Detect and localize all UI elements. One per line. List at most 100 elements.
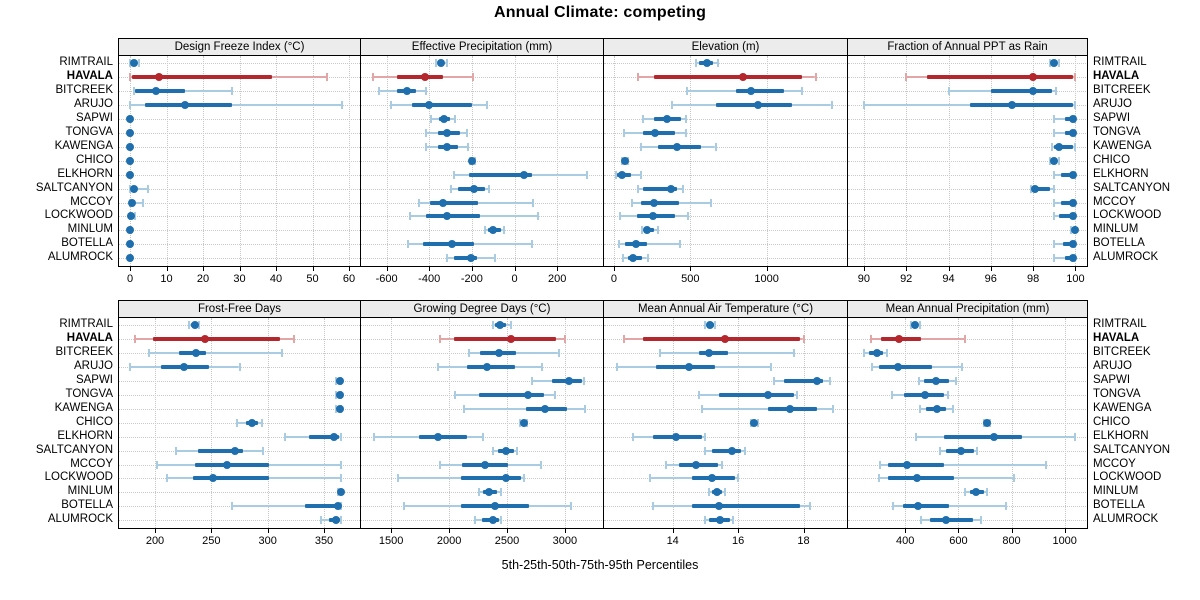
- whisker-cap: [681, 184, 684, 193]
- plot-area: [119, 56, 360, 268]
- axis-tick-mark: [203, 267, 204, 271]
- site-label-left-botella: BOTELLA: [61, 237, 113, 250]
- axis-tick-label: 2500: [494, 535, 520, 547]
- site-label-left-botella: BOTELLA: [61, 499, 113, 512]
- row-gridline: [119, 202, 360, 204]
- median-dot: [126, 128, 134, 137]
- axis-tick-mark: [155, 529, 156, 533]
- iqr-bar-25-75: [412, 102, 472, 107]
- site-label-left-rimtrail: RIMTRAIL: [59, 56, 113, 68]
- whisker-cap: [697, 390, 700, 399]
- iqr-bar-25-75: [698, 350, 729, 355]
- whisker-5-95: [893, 505, 1007, 508]
- iqr-bar-25-75: [1033, 186, 1050, 191]
- median-dot: [1054, 142, 1063, 151]
- whisker-cap: [704, 432, 707, 441]
- axis-tick-label: 2000: [436, 535, 462, 547]
- whisker-cap: [1074, 142, 1077, 151]
- whisker-cap: [586, 170, 589, 179]
- whisker-cap: [485, 100, 488, 109]
- whisker-cap: [292, 334, 295, 343]
- median-dot: [706, 321, 715, 329]
- whisker-cap: [236, 418, 239, 427]
- whisker-cap: [863, 348, 865, 357]
- whisker-cap: [636, 184, 639, 193]
- whisker-cap: [339, 516, 342, 525]
- vertical-gridline: [166, 56, 168, 268]
- row-gridline: [361, 325, 602, 326]
- whisker-cap: [187, 321, 190, 329]
- whisker-cap: [436, 362, 439, 371]
- iqr-bar-25-75: [990, 88, 1053, 93]
- row-gridline: [848, 422, 1086, 424]
- whisker-cap: [499, 516, 502, 525]
- whisker-cap: [371, 72, 374, 81]
- whisker-cap: [340, 100, 343, 109]
- whisker-cap: [515, 446, 518, 455]
- plot-area: [604, 318, 847, 530]
- axis-tick-label: 0: [511, 273, 518, 285]
- whisker-cap: [541, 362, 544, 371]
- iqr-bar-25-75: [397, 74, 444, 79]
- row-gridline: [848, 230, 1086, 232]
- row-gridline: [604, 464, 846, 466]
- row-gridline: [604, 118, 846, 120]
- whisker-cap: [709, 198, 712, 207]
- whisker-cap: [462, 404, 465, 413]
- whisker-cap: [918, 321, 921, 329]
- row-gridline: [119, 394, 360, 396]
- vertical-gridline: [613, 56, 615, 268]
- whisker-cap: [1053, 114, 1056, 123]
- row-gridline: [361, 63, 602, 64]
- whisker-cap: [631, 198, 634, 207]
- vertical-gridline: [276, 56, 277, 268]
- whisker-cap: [665, 460, 668, 469]
- vertical-gridline: [514, 56, 516, 268]
- whisker-cap: [670, 100, 673, 109]
- median-dot: [155, 72, 164, 81]
- whisker-cap: [831, 404, 834, 413]
- median-dot: [126, 170, 134, 179]
- row-gridline: [361, 380, 602, 382]
- site-label-right-alumrock: ALUMROCK: [1093, 251, 1159, 264]
- whisker-5-95: [879, 463, 1047, 466]
- plot-area: [848, 318, 1087, 530]
- whisker-cap: [129, 362, 132, 371]
- whisker-cap: [439, 334, 442, 343]
- vertical-gridline: [905, 318, 907, 530]
- whisker-cap: [563, 334, 566, 343]
- axis-tick-mark: [429, 267, 431, 271]
- strip-header: Growing Degree Days (°C): [361, 301, 603, 318]
- whisker-cap: [446, 254, 449, 263]
- median-dot: [437, 59, 445, 67]
- iqr-bar-25-75: [1058, 214, 1076, 219]
- whisker-5-95: [619, 243, 681, 246]
- median-dot: [129, 184, 138, 193]
- site-label-right-saltcanyon: SALTCANYON: [1093, 181, 1171, 194]
- whisker-cap: [1051, 142, 1054, 151]
- strip-header: Design Freeze Index (°C): [119, 39, 360, 56]
- plot-area: [361, 56, 603, 268]
- site-label-right-botella: BOTELLA: [1093, 237, 1145, 250]
- site-label-right-rimtrail: RIMTRAIL: [1093, 318, 1147, 330]
- whisker-cap: [809, 502, 811, 511]
- median-dot: [662, 114, 671, 123]
- row-gridline: [604, 188, 846, 190]
- axis-tick-mark: [324, 529, 325, 533]
- median-dot: [617, 170, 626, 179]
- site-label-left-minlum: MINLUM: [67, 485, 113, 498]
- whisker-cap: [828, 376, 831, 385]
- median-dot: [910, 321, 919, 329]
- site-label-left-elkhorn: ELKHORN: [57, 167, 113, 180]
- whisker-cap: [632, 432, 635, 441]
- strip-title: Effective Precipitation (mm): [411, 41, 553, 53]
- vertical-gridline: [690, 56, 692, 268]
- median-dot: [489, 226, 498, 235]
- vertical-gridline: [312, 56, 314, 268]
- whisker-cap: [326, 72, 329, 81]
- median-dot: [333, 502, 342, 511]
- axis-tick-label: 92: [900, 273, 913, 285]
- median-dot: [332, 516, 341, 525]
- iqr-bar-25-75: [902, 504, 949, 509]
- axis-tick-label: 800: [1002, 535, 1021, 547]
